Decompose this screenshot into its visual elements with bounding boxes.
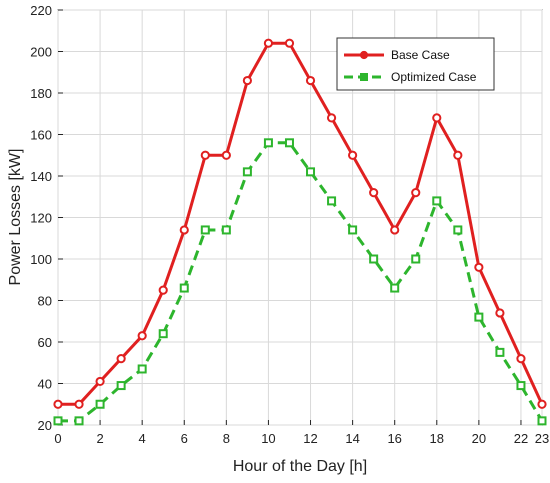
data-point [495, 308, 505, 318]
data-point [74, 416, 84, 426]
legend-label-1: Optimized Case [391, 70, 477, 84]
data-point [158, 285, 168, 295]
y-tick-label: 180 [30, 86, 52, 101]
data-point [137, 364, 147, 374]
y-axis-title: Power Losses [kW] [7, 149, 24, 286]
data-point [53, 416, 63, 426]
data-point [95, 376, 105, 387]
legend: Base Case Optimized Case [336, 37, 495, 91]
data-point [537, 416, 547, 426]
data-point [53, 399, 63, 409]
data-point [432, 196, 442, 206]
x-tick-label: 18 [430, 431, 444, 446]
x-tick-label: 22 [514, 431, 528, 446]
data-point [263, 38, 274, 48]
data-point [200, 150, 210, 160]
data-point [453, 150, 463, 160]
series-line-0 [58, 41, 544, 406]
data-point [116, 354, 126, 364]
x-tick-label: 4 [139, 431, 146, 446]
legend-marker-1 [360, 73, 368, 81]
legend-items: Base Case Optimized Case [344, 48, 477, 84]
data-point [179, 283, 189, 293]
y-tick-label: 160 [30, 128, 52, 143]
x-tick-label: 14 [345, 431, 359, 446]
y-tick-label: 20 [38, 418, 52, 433]
x-tick-label: 12 [303, 431, 317, 446]
y-tick-label: 200 [30, 45, 52, 60]
data-point [516, 381, 526, 391]
data-point [95, 399, 105, 409]
y-tick-label: 140 [30, 169, 52, 184]
series-1-group [53, 138, 547, 426]
legend-marker-0 [359, 50, 369, 60]
data-point [474, 312, 484, 322]
data-point [284, 38, 295, 48]
data-point [327, 196, 337, 206]
x-tick-label: 8 [223, 431, 230, 446]
data-point [221, 150, 231, 160]
axis-ticks: 20 40 60 80 100 120 140 160 180 200 220 0 2 4 6 8 10 12 14… [30, 3, 549, 446]
y-tick-label: 100 [30, 252, 52, 267]
data-point [74, 399, 84, 409]
data-point [495, 347, 505, 357]
data-point [453, 225, 463, 235]
legend-label-0: Base Case [391, 48, 450, 62]
data-point [432, 113, 442, 123]
y-tick-label: 60 [38, 335, 52, 350]
data-point [348, 225, 358, 235]
x-tick-label: 20 [472, 431, 486, 446]
y-tick-label: 220 [30, 3, 52, 18]
y-tick-label: 80 [38, 294, 52, 309]
data-point [284, 138, 294, 148]
data-point [537, 399, 547, 409]
x-tick-label: 0 [54, 431, 61, 446]
data-point [242, 167, 252, 177]
x-axis-title: Hour of the Day [h] [233, 458, 367, 475]
x-tick-label: 10 [261, 431, 275, 446]
data-point [158, 329, 168, 339]
data-point [179, 225, 189, 235]
data-point [116, 381, 126, 391]
data-point [200, 225, 210, 235]
x-tick-label: 2 [96, 431, 103, 446]
data-point [390, 225, 400, 235]
data-point [263, 138, 273, 148]
data-point [369, 188, 379, 198]
data-point [306, 167, 316, 177]
y-tick-label: 40 [38, 377, 52, 392]
series-group [53, 38, 547, 426]
data-point [390, 283, 400, 293]
data-point [326, 113, 337, 123]
x-tick-label: 6 [181, 431, 188, 446]
data-point [137, 331, 147, 341]
data-point [411, 188, 421, 198]
data-point [221, 225, 231, 235]
data-point [369, 254, 379, 264]
legend-box [336, 37, 495, 91]
data-point [348, 150, 358, 160]
data-point [305, 75, 316, 86]
x-tick-label: 23 [535, 431, 549, 446]
x-tick-label: 16 [387, 431, 401, 446]
data-point [242, 75, 252, 86]
data-point [516, 354, 526, 364]
y-tick-label: 120 [30, 211, 52, 226]
data-point [474, 262, 484, 272]
data-point [411, 254, 421, 264]
series-0-group [53, 38, 547, 409]
